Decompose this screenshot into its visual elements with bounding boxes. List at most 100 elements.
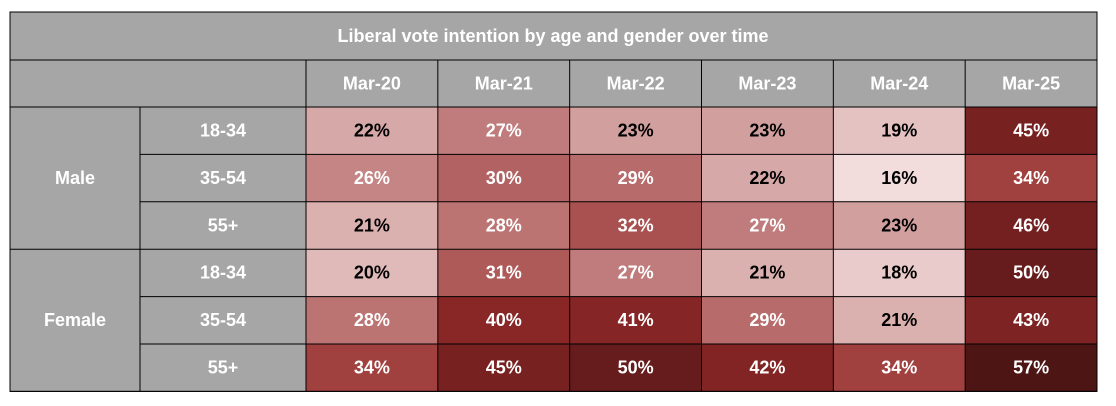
column-header-cell bbox=[306, 60, 438, 107]
column-header-label: Mar-20 bbox=[343, 73, 401, 93]
row-header-cell bbox=[140, 107, 306, 155]
heatmap-cell-label: 23% bbox=[618, 120, 654, 140]
column-header-cell bbox=[569, 60, 702, 107]
heatmap-cell-label: 16% bbox=[881, 168, 917, 188]
heatmap-cell-label: 45% bbox=[486, 357, 522, 377]
heatmap-cell-label: 18% bbox=[881, 263, 917, 283]
row-header-cell bbox=[140, 249, 306, 297]
heatmap-cell-label: 21% bbox=[354, 215, 390, 235]
heatmap-cell bbox=[701, 201, 834, 250]
heatmap-cell bbox=[437, 154, 570, 202]
heatmap-cell-label: 45% bbox=[1013, 120, 1049, 140]
heatmap-cell-label: 23% bbox=[881, 215, 917, 235]
heatmap-cell bbox=[437, 107, 570, 155]
chart-title: Liberal vote intention by age and gender… bbox=[337, 26, 768, 46]
row-header-cell bbox=[140, 201, 306, 250]
heatmap-cell bbox=[965, 296, 1097, 344]
heatmap-cell-label: 27% bbox=[618, 263, 654, 283]
column-header-cell bbox=[437, 60, 570, 107]
heatmap-cell bbox=[833, 249, 966, 297]
row-header-cell bbox=[140, 344, 306, 392]
heatmap-cell-label: 29% bbox=[749, 310, 785, 330]
heatmap-cell-label: 22% bbox=[749, 168, 785, 188]
row-header-cell bbox=[140, 296, 306, 344]
heatmap-cell-label: 32% bbox=[618, 215, 654, 235]
column-header-label: Mar-25 bbox=[1002, 73, 1060, 93]
heatmap-cell bbox=[833, 201, 966, 250]
heatmap-cell-label: 27% bbox=[486, 120, 522, 140]
heatmap-cell-label: 50% bbox=[618, 357, 654, 377]
column-header-label: Mar-24 bbox=[870, 73, 928, 93]
heatmap-cell-label: 46% bbox=[1013, 215, 1049, 235]
heatmap-cell bbox=[833, 296, 966, 344]
heatmap-cell-label: 30% bbox=[486, 168, 522, 188]
heatmap-cell-label: 50% bbox=[1013, 263, 1049, 283]
row-header-label: 55+ bbox=[208, 357, 239, 377]
heatmap-cell bbox=[306, 296, 438, 344]
column-header-label: Mar-22 bbox=[607, 73, 665, 93]
heatmap-cell bbox=[306, 249, 438, 297]
heatmap-cell-label: 43% bbox=[1013, 310, 1049, 330]
heatmap-cell-label: 21% bbox=[749, 263, 785, 283]
heatmap-cell-label: 40% bbox=[486, 310, 522, 330]
heatmap-cell-label: 28% bbox=[354, 310, 390, 330]
heatmap-cell bbox=[569, 296, 702, 344]
group-header-label: Female bbox=[44, 310, 106, 330]
heatmap-cell bbox=[965, 154, 1097, 202]
row-header-label: 35-54 bbox=[200, 310, 246, 330]
row-header-label: 18-34 bbox=[200, 263, 246, 283]
row-header-label: 55+ bbox=[208, 215, 239, 235]
heatmap-cell bbox=[437, 296, 570, 344]
column-header-label: Mar-21 bbox=[475, 73, 533, 93]
heatmap-cell bbox=[965, 344, 1097, 392]
heatmap-cell bbox=[569, 344, 702, 392]
heatmap-cell-label: 22% bbox=[354, 120, 390, 140]
heatmap-cell bbox=[306, 107, 438, 155]
column-header-cell bbox=[701, 60, 834, 107]
heatmap-cell bbox=[437, 201, 570, 250]
heatmap-cell-label: 27% bbox=[749, 215, 785, 235]
heatmap-cell bbox=[833, 154, 966, 202]
group-header-cell bbox=[10, 249, 140, 392]
heatmap-cell-label: 20% bbox=[354, 263, 390, 283]
heatmap-cell bbox=[437, 249, 570, 297]
heatmap-cell-label: 28% bbox=[486, 215, 522, 235]
heatmap-cell bbox=[569, 107, 702, 155]
heatmap-cell bbox=[833, 107, 966, 155]
heatmap-cell bbox=[569, 154, 702, 202]
row-header-label: 18-34 bbox=[200, 120, 246, 140]
heatmap-cell-label: 23% bbox=[749, 120, 785, 140]
heatmap-cell bbox=[701, 249, 834, 297]
heatmap-cell bbox=[701, 344, 834, 392]
heatmap-cell bbox=[965, 249, 1097, 297]
heatmap-cell bbox=[701, 107, 834, 155]
heatmap-cell-label: 19% bbox=[881, 120, 917, 140]
heatmap-cell bbox=[965, 201, 1097, 250]
heatmap-cell bbox=[569, 201, 702, 250]
title-bar bbox=[10, 12, 1097, 60]
heatmap-cell bbox=[701, 296, 834, 344]
heatmap-cell bbox=[306, 344, 438, 392]
heatmap-cell bbox=[437, 344, 570, 392]
heatmap-cell bbox=[569, 249, 702, 297]
heatmap-cell-label: 29% bbox=[618, 168, 654, 188]
corner-header-cell bbox=[10, 60, 306, 107]
group-header-cell bbox=[10, 107, 140, 250]
column-header-cell bbox=[965, 60, 1097, 107]
heatmap-cell-label: 34% bbox=[1013, 168, 1049, 188]
heatmap-cell-label: 31% bbox=[486, 263, 522, 283]
row-header-label: 35-54 bbox=[200, 168, 246, 188]
heatmap-cell-label: 57% bbox=[1013, 357, 1049, 377]
heatmap-cell-label: 41% bbox=[618, 310, 654, 330]
heatmap-cell bbox=[833, 344, 966, 392]
heatmap-cell-label: 34% bbox=[881, 357, 917, 377]
column-header-cell bbox=[833, 60, 966, 107]
heatmap-cell bbox=[965, 107, 1097, 155]
heatmap-cell bbox=[701, 154, 834, 202]
heatmap-cell-label: 34% bbox=[354, 357, 390, 377]
heatmap-cell bbox=[306, 201, 438, 250]
heatmap-cell bbox=[306, 154, 438, 202]
row-header-cell bbox=[140, 154, 306, 202]
heatmap-cell-label: 42% bbox=[749, 357, 785, 377]
